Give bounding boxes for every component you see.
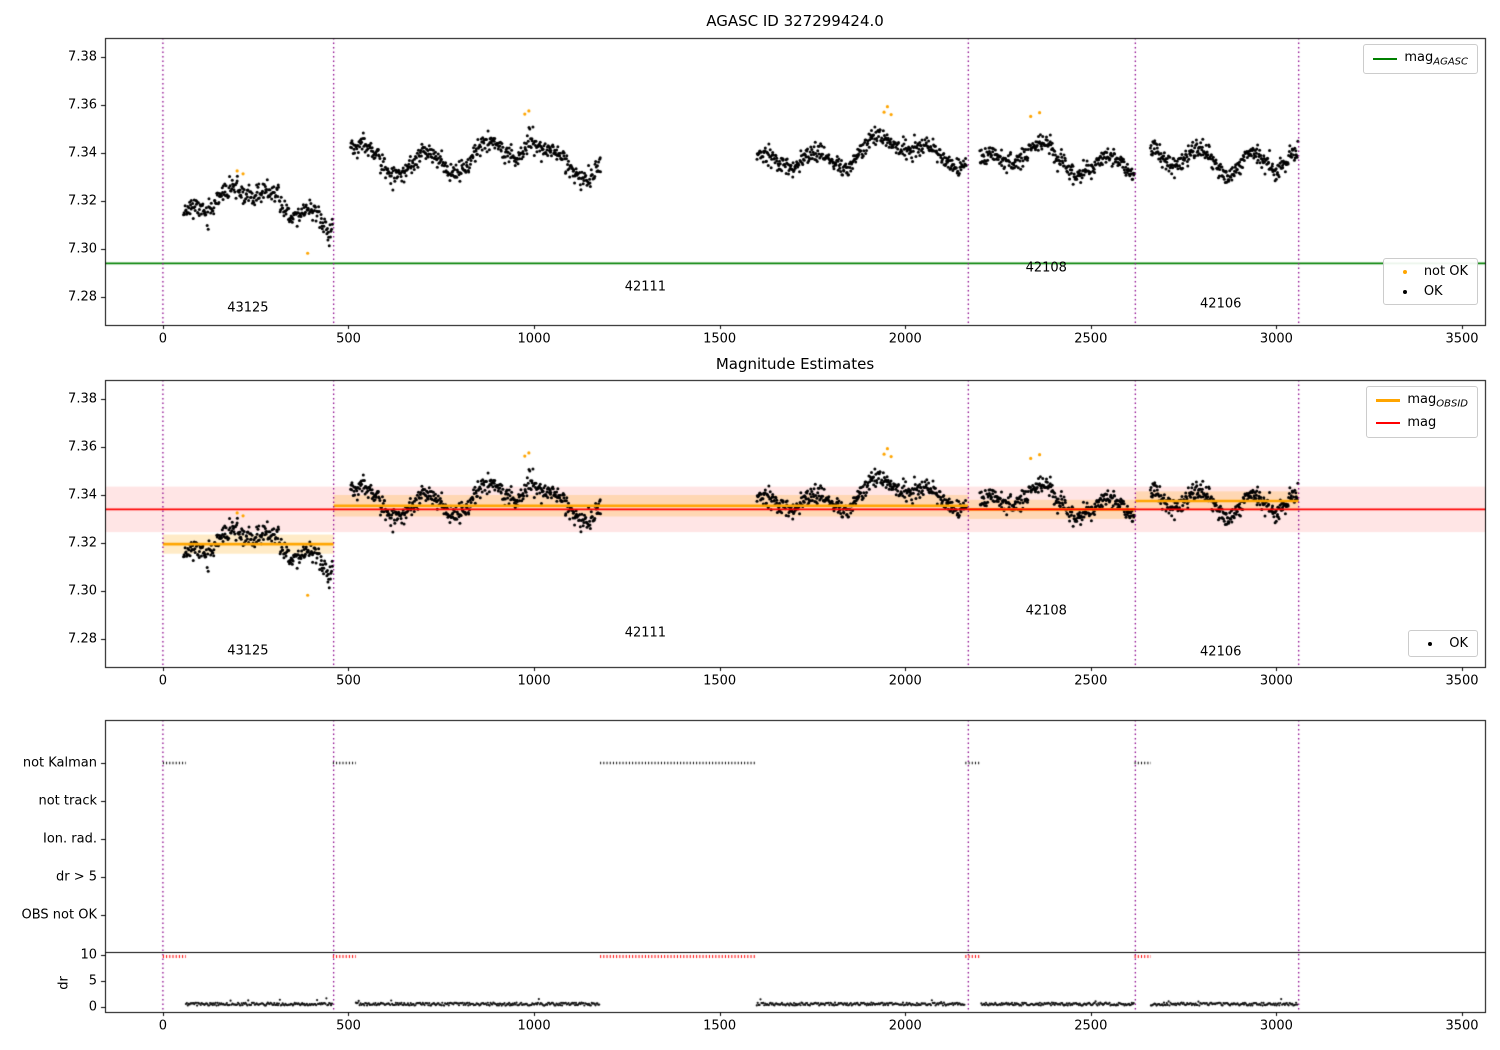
obsid-annotation: 42106 [1200, 644, 1242, 660]
legend-mag-agasc: magAGASC [1363, 44, 1478, 74]
x-tick-label: 500 [336, 331, 361, 347]
legend-ok-middle-panel: OK [1408, 630, 1478, 657]
x-tick-label: 3000 [1259, 673, 1293, 689]
x-tick-label: 2500 [1074, 673, 1108, 689]
y-tick-label: 7.30 [68, 241, 97, 257]
x-tick-label: 2000 [888, 331, 922, 347]
flag-label: OBS not OK [21, 907, 98, 923]
legend-mag-estimates: magOBSID mag [1366, 386, 1478, 439]
legend-label-text: mag [1407, 414, 1437, 430]
x-tick-label: 0 [158, 331, 168, 347]
y-tick-label: 7.28 [68, 289, 97, 305]
flag-label: Ion. rad. [43, 831, 97, 847]
legend-entry: mag [1376, 415, 1468, 433]
x-tick-label: 2500 [1074, 1018, 1108, 1034]
not-ok-dot-sample [1402, 269, 1407, 274]
x-tick-label: 3000 [1259, 1018, 1293, 1034]
x-tick-label: 1000 [517, 331, 551, 347]
x-tick-label: 1500 [703, 1018, 737, 1034]
mag-obsid-line-sample [1376, 399, 1401, 403]
y-tick-label: 7.32 [68, 193, 97, 209]
legend-entry: OK [1393, 284, 1468, 299]
x-tick-label: 0 [158, 673, 168, 689]
y-tick-label: 7.36 [68, 439, 97, 455]
marker-wrap [1393, 289, 1417, 294]
y-tick-label: 7.28 [68, 631, 97, 647]
ok-dot-sample [1402, 289, 1407, 294]
obsid-annotation: 43125 [227, 643, 269, 659]
x-tick-label: 3000 [1259, 331, 1293, 347]
y-tick-label: 7.34 [68, 145, 97, 161]
legend-label: not OK [1423, 264, 1468, 279]
y-tick-label: 7.36 [68, 97, 97, 113]
legend-label: OK [1423, 284, 1443, 299]
mag-line-sample [1376, 422, 1401, 425]
legend-label-sub: OBSID [1436, 398, 1468, 410]
flag-label: not track [38, 793, 97, 809]
x-tick-label: 3500 [1445, 331, 1479, 347]
legend-label-text: mag [1407, 392, 1437, 407]
x-tick-label: 1000 [517, 673, 551, 689]
x-tick-label: 500 [336, 1018, 361, 1034]
ok-dot-sample [1428, 641, 1433, 646]
obsid-annotation: 42106 [1200, 296, 1242, 312]
legend-ok-top-panel: not OK OK [1382, 258, 1478, 305]
x-tick-label: 500 [336, 673, 361, 689]
obsid-annotation: 42108 [1025, 603, 1067, 619]
dr-tick-label: 0 [88, 999, 97, 1015]
x-tick-label: 2500 [1074, 331, 1108, 347]
flag-label: not Kalman [22, 755, 97, 771]
flag-label: dr > 5 [55, 869, 97, 885]
dr-tick-label: 10 [80, 947, 97, 963]
x-tick-label: 2000 [888, 673, 922, 689]
marker-wrap [1393, 269, 1417, 274]
top-panel-title: AGASC ID 327299424.0 [706, 12, 884, 30]
y-tick-label: 7.34 [68, 487, 97, 503]
x-tick-label: 2000 [888, 1018, 922, 1034]
y-tick-label: 7.38 [68, 49, 97, 65]
dr-tick-label: 5 [88, 973, 97, 989]
x-tick-label: 1000 [517, 1018, 551, 1034]
obsid-annotation: 42108 [1025, 260, 1067, 276]
mag-agasc-line-sample [1373, 57, 1398, 60]
legend-label: magOBSID [1407, 392, 1468, 410]
obsid-annotation: 42111 [624, 279, 667, 295]
obsid-annotation: 42111 [624, 625, 667, 641]
legend-entry: magAGASC [1373, 50, 1468, 68]
legend-entry: OK [1418, 636, 1468, 651]
middle-panel-title: Magnitude Estimates [715, 355, 875, 373]
x-tick-label: 1500 [703, 331, 737, 347]
legend-entry: not OK [1393, 264, 1468, 279]
legend-label: OK [1449, 636, 1468, 651]
x-tick-label: 1500 [703, 673, 737, 689]
y-tick-label: 7.30 [68, 583, 97, 599]
x-tick-label: 0 [158, 1018, 168, 1034]
legend-label-sub: AGASC [1433, 56, 1468, 68]
legend-entry: magOBSID [1376, 392, 1468, 410]
obsid-annotation: 43125 [227, 300, 269, 316]
x-tick-label: 3500 [1445, 673, 1479, 689]
legend-label: mag [1407, 415, 1436, 433]
x-tick-label: 3500 [1445, 1018, 1479, 1034]
legend-label-text: mag [1404, 50, 1434, 65]
y-tick-label: 7.38 [68, 391, 97, 407]
dr-axis-label: dr [56, 976, 72, 990]
y-tick-label: 7.32 [68, 535, 97, 551]
marker-wrap [1418, 641, 1442, 646]
legend-label: magAGASC [1404, 50, 1468, 68]
